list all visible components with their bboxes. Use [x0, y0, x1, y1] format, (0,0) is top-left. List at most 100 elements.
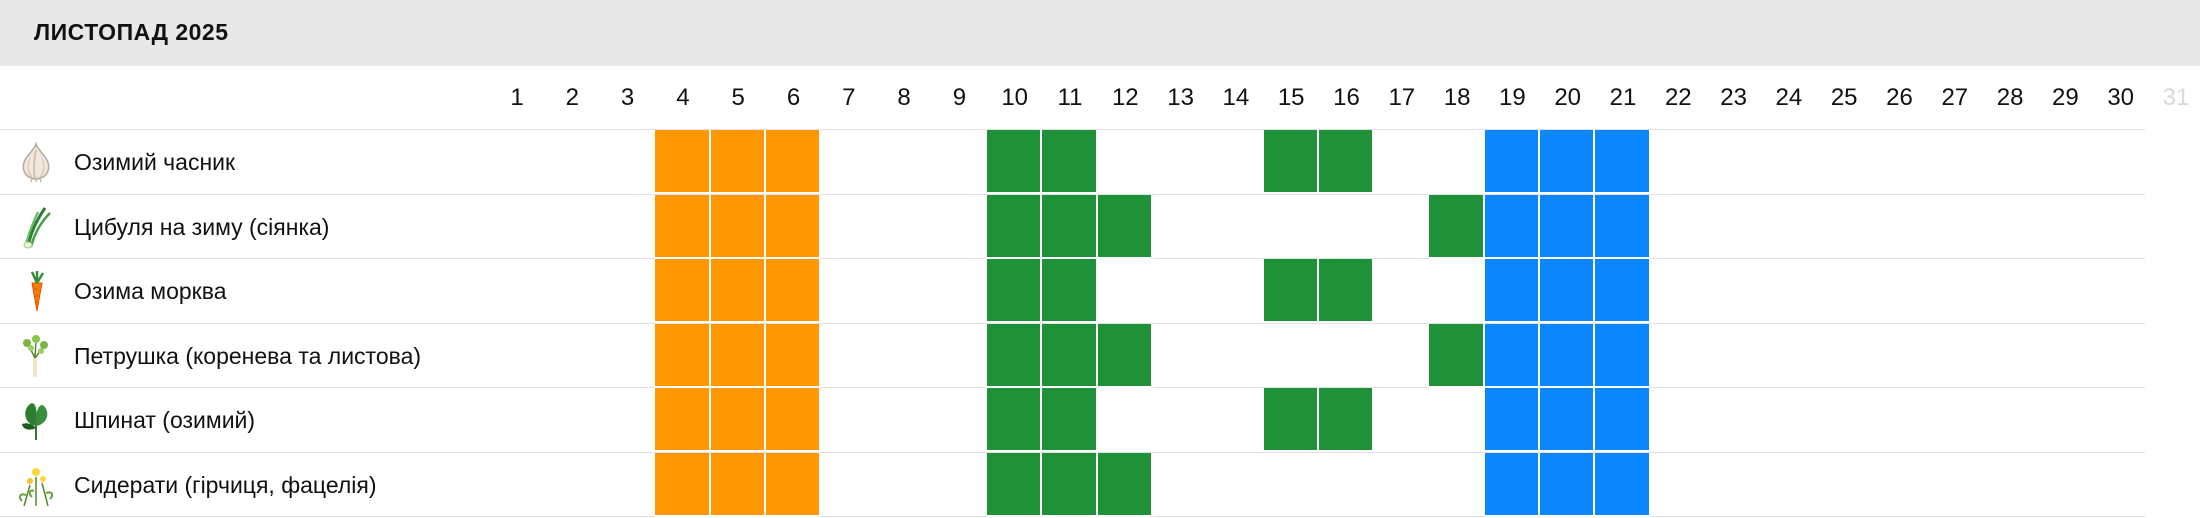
cell-orange-day-4[interactable]	[655, 323, 711, 388]
cell-green-day-10[interactable]	[987, 259, 1043, 323]
day-label-25: 25	[1830, 84, 1858, 111]
cell-green-day-16[interactable]	[1318, 259, 1375, 323]
day-label-28: 28	[1996, 84, 2024, 111]
cell-orange-day-4[interactable]	[655, 130, 711, 194]
cell-green-day-11[interactable]	[1042, 194, 1098, 259]
day-label-21: 21	[1609, 84, 1637, 111]
cell-blue-day-21[interactable]	[1595, 194, 1651, 259]
cell-orange-day-6[interactable]	[765, 194, 822, 259]
cell-green-day-11[interactable]	[1042, 259, 1098, 323]
cell-orange-day-4[interactable]	[655, 194, 711, 259]
cell-green-day-11[interactable]	[1042, 388, 1098, 452]
cell-blue-day-19[interactable]	[1484, 452, 1541, 517]
cell-blue-day-20[interactable]	[1540, 452, 1596, 517]
day-label-4: 4	[676, 84, 690, 111]
day-label-23: 23	[1720, 84, 1747, 111]
day-label-13: 13	[1167, 84, 1194, 111]
day-label-27: 27	[1941, 84, 1969, 111]
cell-green-day-12[interactable]	[1097, 452, 1153, 517]
cell-blue-day-20[interactable]	[1540, 323, 1596, 388]
cell-blue-day-19[interactable]	[1484, 388, 1541, 452]
cell-orange-day-5[interactable]	[710, 194, 766, 259]
cell-green-day-16[interactable]	[1318, 130, 1375, 194]
day-label-18: 18	[1443, 84, 1471, 111]
day-label-30: 30	[2107, 84, 2135, 111]
cell-green-day-10[interactable]	[987, 388, 1043, 452]
cell-blue-day-19[interactable]	[1484, 323, 1541, 388]
cell-orange-day-4[interactable]	[655, 259, 711, 323]
cell-orange-day-5[interactable]	[710, 130, 766, 194]
cell-green-day-11[interactable]	[1042, 323, 1098, 388]
cell-green-day-12[interactable]	[1097, 323, 1153, 388]
cell-green-day-10[interactable]	[987, 323, 1043, 388]
cell-blue-day-21[interactable]	[1595, 323, 1651, 388]
day-label-3: 3	[620, 84, 635, 111]
day-label-29: 29	[2052, 84, 2079, 111]
cell-green-day-10[interactable]	[987, 452, 1043, 517]
cell-blue-day-21[interactable]	[1595, 130, 1651, 194]
calendar-header: ЛИСТОПАД 2025	[0, 0, 2200, 66]
day-label-7: 7	[842, 84, 856, 111]
cell-blue-day-20[interactable]	[1540, 194, 1596, 259]
carrot-icon	[14, 269, 58, 313]
day-label-12: 12	[1111, 84, 1139, 111]
day-label-15: 15	[1277, 84, 1305, 111]
cell-blue-day-19[interactable]	[1484, 130, 1541, 194]
month-title: ЛИСТОПАД 2025	[34, 19, 229, 45]
cell-green-day-11[interactable]	[1042, 452, 1098, 517]
cell-orange-day-4[interactable]	[655, 452, 711, 517]
day-label-24: 24	[1775, 84, 1803, 111]
cell-orange-day-6[interactable]	[765, 388, 822, 452]
day-label-19: 19	[1499, 84, 1526, 111]
cell-blue-day-21[interactable]	[1595, 452, 1651, 517]
day-label-16: 16	[1333, 84, 1360, 111]
day-label-10: 10	[1001, 84, 1029, 111]
cell-green-day-11[interactable]	[1042, 130, 1098, 194]
cell-green-day-10[interactable]	[987, 130, 1043, 194]
cell-orange-day-6[interactable]	[765, 323, 822, 388]
garlic-icon	[14, 140, 58, 184]
crop-label: Сидерати (гірчиця, фацелія)	[74, 471, 377, 498]
cell-orange-day-6[interactable]	[765, 452, 822, 517]
cell-blue-day-21[interactable]	[1595, 388, 1651, 452]
day-label-20: 20	[1554, 84, 1582, 111]
cell-blue-day-20[interactable]	[1540, 130, 1596, 194]
cell-green-day-18[interactable]	[1429, 323, 1485, 388]
cell-green-day-12[interactable]	[1097, 194, 1153, 259]
cell-orange-day-5[interactable]	[710, 452, 766, 517]
cell-blue-day-20[interactable]	[1540, 259, 1596, 323]
cell-green-day-10[interactable]	[987, 194, 1043, 259]
spinach-icon	[14, 398, 58, 442]
cell-blue-day-19[interactable]	[1484, 259, 1541, 323]
green-manure-icon	[14, 463, 58, 507]
crop-label: Цибуля на зиму (сіянка)	[74, 213, 330, 240]
row-divider	[0, 387, 2145, 388]
cell-blue-day-21[interactable]	[1595, 259, 1651, 323]
cell-green-day-18[interactable]	[1429, 194, 1485, 259]
cell-orange-day-5[interactable]	[710, 388, 766, 452]
day-label-5: 5	[731, 84, 745, 111]
cell-green-day-15[interactable]	[1263, 259, 1319, 323]
day-label-26: 26	[1886, 84, 1913, 111]
cell-orange-day-5[interactable]	[710, 323, 766, 388]
cell-green-day-15[interactable]	[1263, 130, 1319, 194]
cell-green-day-15[interactable]	[1263, 388, 1319, 452]
cell-orange-day-6[interactable]	[765, 130, 822, 194]
row-divider	[0, 322, 2145, 324]
row-divider	[0, 451, 2145, 453]
cell-blue-day-20[interactable]	[1540, 388, 1596, 452]
day-label-9: 9	[952, 84, 967, 111]
cell-orange-day-4[interactable]	[655, 388, 711, 452]
row-divider	[0, 516, 2145, 517]
cell-blue-day-19[interactable]	[1484, 194, 1541, 259]
crop-label: Озимий часник	[74, 149, 236, 175]
cell-orange-day-5[interactable]	[710, 259, 766, 323]
parsley-icon	[14, 334, 58, 378]
day-label-17: 17	[1388, 84, 1416, 111]
day-label-14: 14	[1222, 84, 1250, 111]
cell-orange-day-6[interactable]	[765, 259, 822, 323]
day-label-11: 11	[1057, 84, 1083, 111]
day-label-1: 1	[510, 84, 524, 111]
cell-green-day-16[interactable]	[1318, 388, 1375, 452]
day-label-6: 6	[786, 84, 801, 111]
